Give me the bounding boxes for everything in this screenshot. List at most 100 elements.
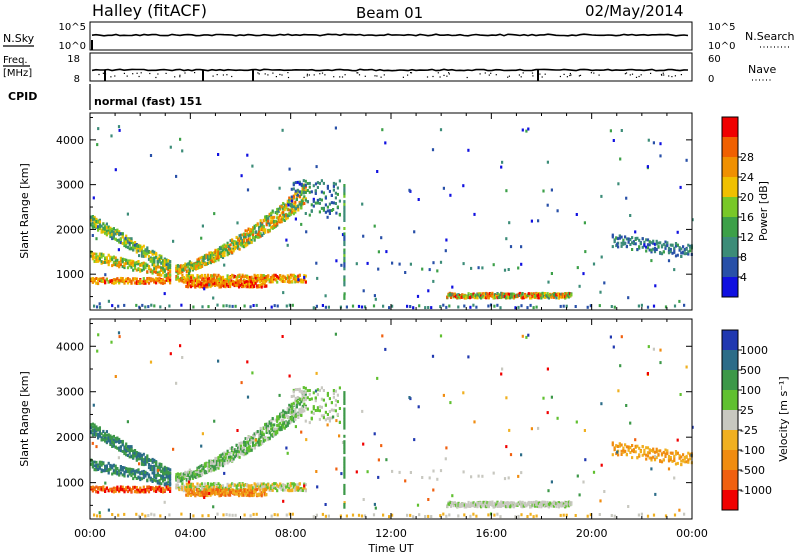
power-cell	[271, 225, 274, 229]
power-cell	[503, 292, 507, 296]
velocity-cell	[137, 457, 140, 461]
power-cell	[546, 295, 549, 299]
velocity-cell	[505, 501, 508, 505]
velocity-cell	[631, 456, 634, 460]
velocity-cell	[326, 413, 329, 416]
velocity-cell	[241, 450, 244, 454]
power-cell	[448, 304, 451, 308]
velocity-cell	[562, 513, 565, 517]
power-cell	[444, 249, 447, 253]
nave-dot	[437, 72, 439, 74]
power-cell	[162, 281, 165, 285]
power-cell	[439, 260, 443, 264]
power-cell	[526, 306, 529, 310]
velocity-cell	[118, 448, 121, 452]
nave-dot	[660, 73, 663, 76]
power-cell	[380, 236, 383, 240]
power-cell	[255, 235, 258, 239]
power-cell	[312, 306, 315, 310]
power-cell	[679, 185, 682, 189]
velocity-cell	[308, 389, 311, 392]
power-cell	[262, 279, 265, 283]
power-cell	[271, 216, 274, 220]
velocity-cell	[114, 469, 117, 473]
power-cell	[132, 245, 135, 249]
power-cell	[178, 267, 181, 271]
velocity-cell	[98, 430, 101, 434]
power-cell	[267, 221, 270, 225]
power-cell	[306, 189, 309, 192]
velocity-cell	[255, 485, 258, 489]
power-cell	[169, 278, 172, 282]
velocity-cell	[613, 514, 616, 518]
power-cell	[374, 297, 377, 301]
velocity-cell	[334, 389, 337, 393]
power-cell	[243, 243, 246, 247]
velocity-cell	[259, 440, 262, 443]
power-cell	[550, 272, 553, 275]
power-cell	[674, 254, 678, 258]
velocity-cell	[95, 432, 98, 436]
velocity-cell	[255, 443, 258, 446]
power-cell	[276, 280, 279, 284]
velocity-cell	[212, 488, 215, 492]
power-cell	[221, 281, 224, 285]
power-cell	[511, 295, 514, 299]
velocity-cell	[508, 501, 512, 505]
power-cell	[205, 276, 208, 280]
power-cell	[446, 295, 449, 299]
power-cell	[296, 180, 299, 184]
colorbar-tick-label: 12	[740, 231, 754, 244]
power-cell	[194, 285, 197, 289]
power-cell	[132, 247, 135, 251]
power-cell	[673, 250, 676, 254]
power-cell	[618, 234, 621, 238]
power-cell	[258, 277, 261, 281]
velocity-cell	[209, 482, 213, 486]
velocity-cell	[217, 466, 220, 470]
power-cell	[234, 241, 237, 245]
power-cell	[298, 202, 301, 206]
velocity-cell	[301, 489, 304, 492]
velocity-cell	[209, 465, 213, 469]
power-cell	[689, 245, 692, 249]
velocity-cell	[439, 469, 443, 473]
power-cell	[271, 280, 274, 284]
power-cell	[265, 218, 268, 221]
power-cell	[197, 275, 201, 279]
velocity-cell	[132, 453, 135, 457]
nave-dot	[356, 72, 358, 74]
velocity-cell	[128, 486, 131, 490]
velocity-cell	[557, 501, 560, 505]
velocity-cell	[473, 502, 476, 506]
velocity-cell	[107, 437, 110, 441]
power-cell	[178, 271, 181, 275]
power-cell	[557, 296, 560, 300]
nave-dot	[184, 72, 186, 74]
power-cell	[139, 263, 142, 267]
power-cell	[526, 293, 529, 297]
power-cell	[98, 252, 101, 256]
power-cell	[133, 241, 137, 244]
velocity-cell	[191, 490, 194, 494]
power-cell	[259, 280, 262, 284]
power-cell	[167, 279, 170, 283]
nave-dot	[358, 74, 361, 76]
power-cell	[320, 179, 323, 183]
power-cell	[300, 278, 303, 282]
power-cell	[181, 279, 184, 283]
power-cell	[240, 278, 243, 282]
power-cell	[664, 244, 667, 248]
velocity-cell	[564, 504, 567, 507]
power-cell	[234, 304, 237, 308]
velocity-cell	[463, 513, 466, 517]
colorbar-tick-label: 16	[740, 211, 754, 224]
velocity-cell	[194, 492, 197, 496]
power-cell	[114, 278, 117, 282]
velocity-cell	[246, 484, 249, 488]
power-cell	[251, 164, 254, 168]
power-cell	[186, 285, 189, 289]
power-cell	[222, 282, 226, 286]
power-cell	[343, 243, 346, 247]
velocity-cell	[95, 460, 98, 464]
